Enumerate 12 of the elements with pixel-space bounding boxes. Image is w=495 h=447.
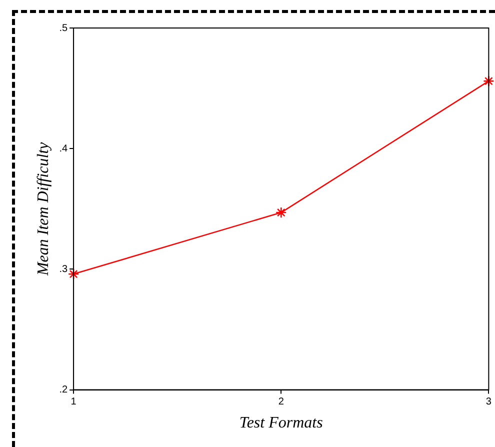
y-tick-label: .5 (59, 22, 68, 34)
y-tick-label: .3 (59, 264, 68, 275)
point (68, 268, 80, 280)
x-axis-title: Test Formats (239, 414, 323, 432)
x-tick-label: 1 (70, 396, 77, 408)
y-axis-title: Mean Item Difficulty (34, 141, 52, 277)
point (275, 206, 287, 218)
x-tick-label: 2 (278, 396, 284, 408)
point (483, 75, 494, 87)
x-tick-label: 3 (486, 396, 492, 408)
y-tick-label: .2 (59, 384, 68, 396)
y-tick-label: .4 (59, 143, 68, 154)
